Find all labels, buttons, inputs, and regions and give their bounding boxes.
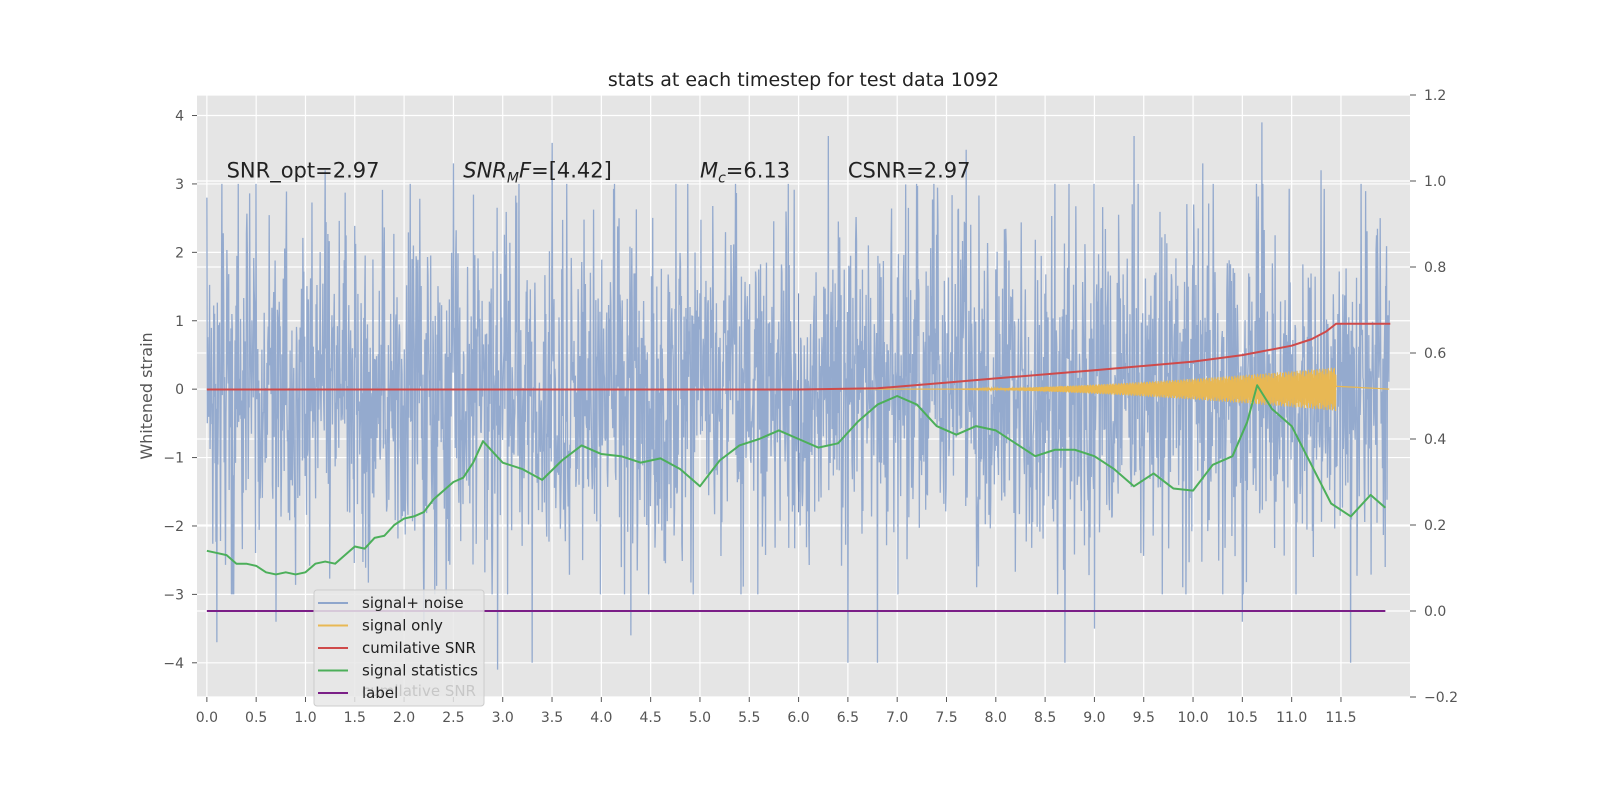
legend-ghost-text: cumilative SNR bbox=[362, 682, 476, 700]
y-tick-label: 4 bbox=[175, 109, 184, 125]
x-tick-label: 5.0 bbox=[689, 710, 711, 726]
y-tick-label: −2 bbox=[163, 519, 184, 535]
x-tick-label: 10.0 bbox=[1177, 710, 1208, 726]
y2-tick-label: 0.6 bbox=[1424, 346, 1446, 362]
y2-tick-label: 1.2 bbox=[1424, 88, 1446, 104]
legend-box bbox=[313, 589, 485, 707]
y-tick-label: −3 bbox=[163, 587, 184, 603]
legend-entry: signal only bbox=[362, 617, 443, 635]
chart-title: stats at each timestep for test data 109… bbox=[608, 69, 999, 91]
annotation-value: =6.13 bbox=[726, 158, 790, 182]
signal-statistics-line bbox=[206, 384, 1387, 576]
x-tick-label: 10.5 bbox=[1227, 710, 1258, 726]
annotation-symbol-tail: F bbox=[519, 158, 532, 182]
legend-entry: label bbox=[362, 684, 398, 702]
signal-only-line bbox=[206, 367, 1390, 412]
x-tick-label: 4.5 bbox=[640, 710, 662, 726]
y-axis-label: Whitened strain bbox=[137, 332, 156, 459]
y2-tick-label: 0.0 bbox=[1424, 604, 1446, 620]
x-tick-label: 11.0 bbox=[1276, 710, 1307, 726]
x-tick-label: 3.0 bbox=[492, 710, 514, 726]
annotation-subscript: c bbox=[718, 170, 726, 186]
annotation-value: =[4.42] bbox=[531, 158, 612, 182]
x-tick-label: 4.0 bbox=[590, 710, 612, 726]
x-tick-label: 0.0 bbox=[196, 710, 218, 726]
x-tick-label: 8.0 bbox=[985, 710, 1007, 726]
x-tick-label: 5.5 bbox=[738, 710, 760, 726]
x-tick-label: 7.5 bbox=[935, 710, 957, 726]
x-tick-label: 1.5 bbox=[344, 710, 366, 726]
x-tick-label: 2.5 bbox=[442, 710, 464, 726]
annotation: Mc=6.13 bbox=[700, 158, 790, 186]
annotation-text: SNR_opt=2.97 bbox=[227, 158, 380, 183]
y2-tick-label: 0.4 bbox=[1424, 432, 1446, 448]
x-tick-label: 11.5 bbox=[1325, 710, 1356, 726]
annotation: SNRMF=[4.42] bbox=[463, 158, 612, 186]
y-tick-label: 1 bbox=[175, 314, 184, 330]
annotation: CSNR=2.97 bbox=[848, 158, 971, 182]
y2-tick-label: 0.8 bbox=[1424, 260, 1446, 276]
x-tick-label: 1.0 bbox=[294, 710, 316, 726]
x-tick-label: 7.0 bbox=[886, 710, 908, 726]
legend: cumilative SNR signal+ noise signal only cu… bbox=[313, 589, 485, 707]
annotations: SNR_opt=2.97 SNRMF=[4.42] Mc=6.13 CSNR=2.97 bbox=[227, 158, 971, 186]
x-tick-label: 0.5 bbox=[245, 710, 267, 726]
annotation: SNR_opt=2.97 bbox=[227, 158, 380, 183]
cumulative-snr-line bbox=[206, 322, 1391, 391]
x-tick-label: 6.0 bbox=[787, 710, 809, 726]
x-tick-label: 9.5 bbox=[1133, 710, 1155, 726]
annotation-text: CSNR=2.97 bbox=[848, 158, 971, 182]
x-tick-label: 9.0 bbox=[1083, 710, 1105, 726]
legend-entry: signal statistics bbox=[362, 662, 478, 680]
x-tick-label: 3.5 bbox=[541, 710, 563, 726]
y-tick-label: 3 bbox=[175, 177, 184, 193]
x-tick-label: 8.5 bbox=[1034, 710, 1056, 726]
annotation-symbol: M bbox=[700, 158, 718, 182]
y2-tick-label: 0.2 bbox=[1424, 518, 1446, 534]
legend-entry: cumilative SNR bbox=[362, 639, 476, 657]
y-tick-label: 0 bbox=[175, 382, 184, 398]
axes: 0.0 0.5 1.0 1.5 2.0 2.5 3.0 3.5 4.0 4.5 5.0 5.5 6.0 6… bbox=[163, 88, 1458, 726]
y-tick-label: 2 bbox=[175, 245, 184, 261]
y-tick-label: −4 bbox=[163, 656, 184, 672]
y-tick-label: −1 bbox=[163, 451, 184, 467]
annotation-subscript: M bbox=[507, 170, 519, 186]
x-tick-label: 6.5 bbox=[837, 710, 859, 726]
x-tick-label: 2.0 bbox=[393, 710, 415, 726]
y2-tick-label: −0.2 bbox=[1424, 690, 1458, 706]
legend-entry: signal+ noise bbox=[362, 594, 464, 612]
annotation-symbol: SNR bbox=[463, 158, 507, 182]
y2-tick-label: 1.0 bbox=[1424, 174, 1446, 190]
